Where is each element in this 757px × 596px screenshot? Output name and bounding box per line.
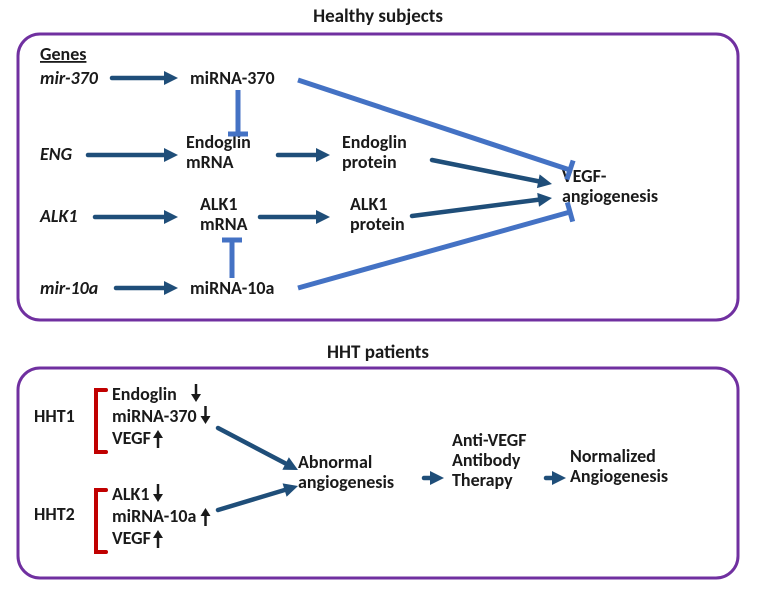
diagram-canvas: Healthy subjects HHT patients Genesmir-370… (0, 0, 757, 596)
node-alk1-mrna: ALK1 (200, 193, 238, 215)
arrow (424, 471, 444, 485)
node-miRNA10a: miRNA-10a (190, 277, 274, 299)
node-normalized: Normalized (570, 445, 656, 467)
inhibition (298, 80, 573, 179)
node-alk1-mrna: mRNA (200, 213, 248, 235)
node-antivegf: Anti-VEGF (452, 429, 527, 451)
arrow (218, 428, 298, 470)
arrow (116, 281, 178, 295)
up-arrow-icon (153, 530, 163, 548)
node-eng-protein: protein (342, 151, 397, 173)
node-vegf: angiogenesis (562, 185, 658, 207)
hht1-item: miRNA-370 (112, 405, 197, 427)
arrow (88, 148, 178, 162)
title-hht: HHT patients (327, 341, 429, 364)
gene-mir10a: mir-10a (40, 277, 98, 299)
arrow (546, 471, 566, 485)
hht1-item: Endoglin (112, 383, 177, 405)
title-healthy: Healthy subjects (313, 5, 443, 28)
gene-alk1g: ALK1 (39, 205, 78, 227)
arrow (412, 193, 552, 216)
arrow (112, 71, 178, 85)
down-arrow-icon (191, 384, 201, 402)
node-abnormal: Abnormal (298, 451, 372, 473)
genes-header: Genes (40, 43, 86, 65)
node-alk1-protein: ALK1 (350, 193, 388, 215)
hht2-item: ALK1 (112, 483, 150, 505)
node-alk1-protein: protein (350, 213, 405, 235)
node-abnormal: angiogenesis (298, 471, 394, 493)
node-eng-protein: Endoglin (342, 131, 407, 153)
arrow (260, 210, 330, 224)
inhibition (228, 90, 248, 134)
arrow (278, 148, 330, 162)
inhibition (222, 240, 242, 278)
gene-mir370: mir-370 (40, 67, 99, 89)
hht1-item: VEGF (112, 427, 151, 449)
label-hht2: HHT2 (34, 503, 75, 525)
node-miRNA370: miRNA-370 (190, 67, 275, 89)
gene-eng: ENG (40, 143, 73, 165)
hht2-item: VEGF (112, 527, 151, 549)
node-eng-mrna: mRNA (186, 151, 234, 173)
down-arrow-icon (201, 406, 211, 424)
node-antivegf: Antibody (452, 449, 521, 471)
bracket-icon (96, 490, 106, 552)
arrow (218, 483, 298, 510)
up-arrow-icon (201, 508, 211, 526)
up-arrow-icon (153, 430, 163, 448)
node-normalized: Angiogenesis (570, 465, 668, 487)
label-hht1: HHT1 (34, 405, 75, 427)
arrow (432, 160, 552, 188)
down-arrow-icon (153, 484, 163, 502)
hht2-item: miRNA-10a (112, 505, 196, 527)
arrow (95, 210, 178, 224)
bracket-icon (96, 390, 106, 452)
node-antivegf: Therapy (452, 469, 513, 491)
